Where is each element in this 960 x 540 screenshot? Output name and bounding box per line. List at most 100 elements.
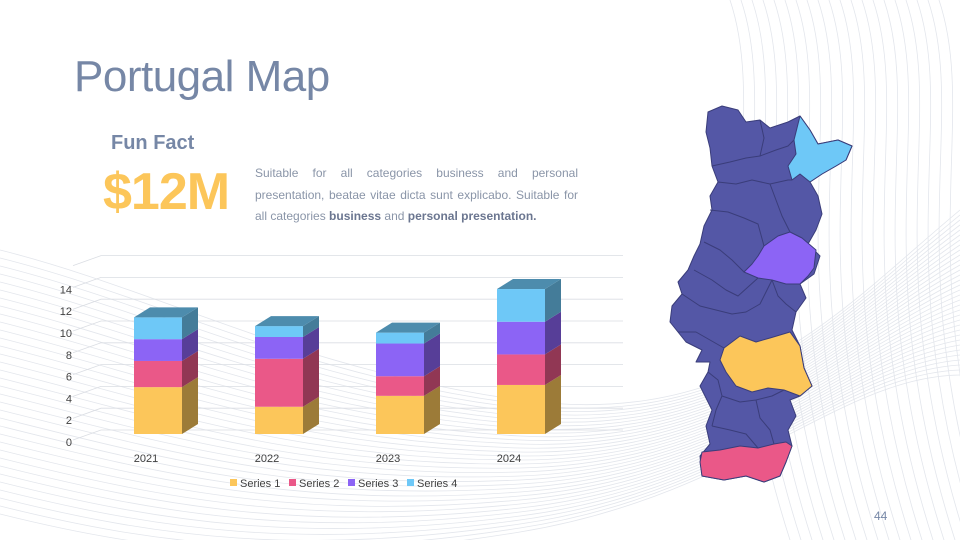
portugal-map xyxy=(669,105,853,483)
bar-segment xyxy=(376,376,424,396)
chart-gridline xyxy=(72,385,623,397)
y-tick-label: 8 xyxy=(66,350,72,362)
bar-top xyxy=(497,279,561,290)
legend-label: Series 2 xyxy=(299,478,339,490)
background-wave-line xyxy=(0,349,960,524)
description-part: Suitable for all categories business and… xyxy=(255,166,578,223)
background-wave-line xyxy=(0,319,960,492)
bar-top xyxy=(255,316,319,327)
background-wave-line xyxy=(0,369,960,540)
background-wave-line xyxy=(0,329,960,502)
chart-gridline xyxy=(72,342,623,354)
x-tick-label: 2024 xyxy=(497,453,521,465)
legend-swatch xyxy=(407,479,414,486)
bar-segment-side xyxy=(303,316,319,337)
bar-segment xyxy=(497,289,545,322)
map-region-evora xyxy=(719,331,813,397)
bar-segment xyxy=(497,384,545,434)
legend-label: Series 3 xyxy=(358,478,398,490)
background-wave-line xyxy=(0,324,960,497)
background-wave-line xyxy=(905,0,960,522)
background-wave-line xyxy=(0,304,960,478)
description-bold-business: business xyxy=(329,209,382,223)
bar-segment xyxy=(497,321,545,355)
legend-swatch xyxy=(289,479,296,486)
slide-title: Portugal Map xyxy=(74,52,330,101)
background-wave-line xyxy=(0,354,960,529)
background-wave-line xyxy=(850,0,912,540)
background-wave-line xyxy=(0,309,960,482)
description-and: and xyxy=(381,209,408,223)
bar-segment xyxy=(255,326,303,337)
chart-gridline xyxy=(72,320,623,332)
bar-segment xyxy=(134,387,182,434)
map-region-braganca xyxy=(787,115,853,183)
bar-segment-side xyxy=(182,329,198,361)
bar-segment-side xyxy=(545,311,561,355)
bar-top xyxy=(376,322,440,333)
background-wave-line xyxy=(916,0,960,484)
description-text: Suitable for all categories business and… xyxy=(255,163,578,228)
background-wave-line xyxy=(828,0,890,540)
page-number: 44 xyxy=(874,509,888,523)
map-region-guarda xyxy=(743,231,817,285)
bar-segment xyxy=(255,406,303,434)
bar-segment xyxy=(376,343,424,377)
bar-segment-side xyxy=(182,350,198,388)
chart-gridline xyxy=(72,364,623,375)
background-wave-line xyxy=(817,0,879,540)
bar-segment xyxy=(376,395,424,434)
chart-gridline xyxy=(72,429,623,441)
chart-gridline xyxy=(72,407,623,419)
y-tick-label: 10 xyxy=(60,328,72,340)
map-region-faro xyxy=(699,441,793,483)
legend-swatch xyxy=(230,479,237,486)
bar-segment-side xyxy=(424,333,440,377)
background-wave-line xyxy=(0,344,960,518)
map-district-borders xyxy=(678,119,797,449)
background-wave-line xyxy=(0,364,960,540)
bar-segment xyxy=(376,332,424,344)
background-wave-line xyxy=(0,314,960,487)
fun-fact-label: Fun Fact xyxy=(111,132,195,154)
background-wave-line xyxy=(0,374,960,540)
bar-segment xyxy=(134,360,182,388)
y-tick-label: 0 xyxy=(66,437,72,449)
legend-label: Series 4 xyxy=(417,478,457,490)
highlight-value: $12M xyxy=(103,163,230,221)
bar-segment xyxy=(134,317,182,340)
bar-segment xyxy=(497,354,545,385)
bar-top xyxy=(134,307,198,318)
bar-segment-side xyxy=(545,374,561,434)
y-tick-label: 12 xyxy=(60,306,72,318)
background-wave-line xyxy=(894,0,956,540)
bar-segment xyxy=(255,336,303,359)
background-wave-line xyxy=(883,0,945,540)
chart-gridline xyxy=(72,276,623,288)
y-tick-label: 2 xyxy=(66,415,72,427)
bar-segment xyxy=(255,358,303,407)
stacked-bar-chart: 0 2 4 6 8 10 12 14 2021 2022 2023 2024 Series 1 Serie… xyxy=(60,255,623,490)
background-wave-line xyxy=(0,339,960,513)
bar-segment-side xyxy=(424,322,440,344)
x-tick-label: 2023 xyxy=(376,453,400,465)
background-wave-line xyxy=(861,0,923,540)
x-tick-label: 2022 xyxy=(255,453,279,465)
y-tick-label: 14 xyxy=(60,284,72,296)
bar-segment-side xyxy=(545,344,561,385)
bar-segment-side xyxy=(182,307,198,340)
legend-label: Series 1 xyxy=(240,478,280,490)
y-tick-label: 4 xyxy=(66,393,72,405)
background-wave-line xyxy=(938,0,960,377)
background-wave-line xyxy=(0,359,960,535)
bar-segment-side xyxy=(303,348,319,407)
chart-gridline xyxy=(72,298,623,310)
bar-segment-side xyxy=(424,366,440,396)
bar-segment-side xyxy=(545,279,561,322)
bar-segment xyxy=(134,339,182,361)
background-wave-line xyxy=(927,0,960,438)
background-wave-line xyxy=(0,334,960,507)
legend-swatch xyxy=(348,479,355,486)
y-tick-label: 6 xyxy=(66,372,72,384)
background-wave-line xyxy=(839,0,901,540)
